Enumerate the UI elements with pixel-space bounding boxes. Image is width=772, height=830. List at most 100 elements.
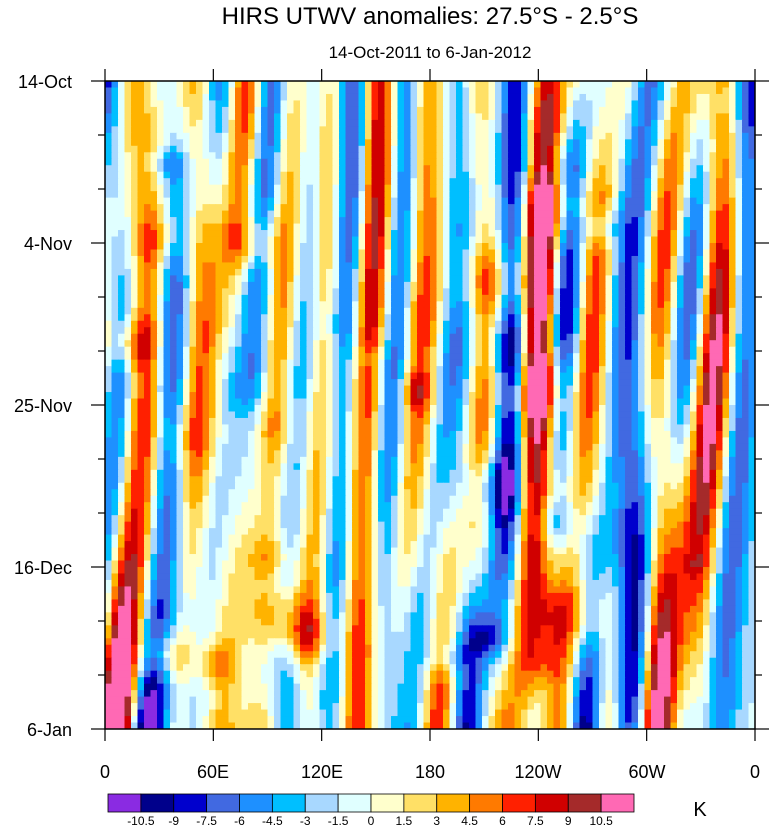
field-cell (670, 126, 678, 134)
field-cell (560, 307, 568, 315)
field-cell (664, 333, 672, 341)
field-cell (397, 191, 405, 199)
field-cell (683, 288, 691, 296)
field-cell (696, 191, 704, 199)
field-cell (287, 217, 295, 225)
field-cell (345, 281, 353, 289)
field-cell (105, 294, 113, 302)
field-cell (150, 171, 158, 179)
field-cell (384, 171, 392, 179)
field-cell (573, 132, 581, 140)
field-cell (144, 87, 152, 95)
field-cell (521, 106, 529, 114)
field-cell (449, 243, 457, 251)
field-cell (371, 139, 379, 147)
field-cell (254, 145, 262, 153)
field-cell (111, 139, 119, 147)
field-cell (137, 320, 145, 328)
field-cell (183, 359, 191, 367)
field-cell (469, 165, 477, 173)
field-cell (280, 249, 288, 257)
field-cell (618, 171, 626, 179)
field-cell (274, 100, 282, 108)
field-cell (254, 152, 262, 160)
field-cell (592, 255, 600, 264)
field-cell (358, 87, 366, 95)
field-cell (300, 307, 308, 315)
field-cell (332, 398, 340, 406)
field-cell (417, 204, 425, 212)
field-cell (573, 333, 581, 341)
field-cell (183, 294, 191, 302)
field-cell (410, 366, 418, 374)
field-cell (235, 217, 243, 225)
field-cell (625, 210, 633, 218)
field-cell (111, 288, 119, 296)
field-cell (118, 178, 126, 186)
field-cell (326, 340, 334, 348)
field-cell (579, 249, 587, 257)
field-cell (677, 197, 685, 205)
field-cell (293, 379, 301, 387)
field-cell (196, 255, 204, 264)
field-cell (267, 113, 275, 121)
field-cell (111, 281, 119, 289)
field-cell (612, 346, 620, 354)
field-cell (573, 398, 581, 406)
field-cell (488, 210, 496, 218)
field-cell (131, 204, 139, 212)
field-cell (657, 165, 665, 173)
field-cell (293, 184, 301, 192)
field-cell (586, 294, 594, 302)
field-cell (196, 372, 204, 380)
field-cell (612, 126, 620, 134)
field-cell (300, 217, 308, 225)
field-cell (280, 372, 288, 380)
field-cell (170, 288, 178, 296)
field-cell (306, 81, 314, 89)
field-cell (124, 191, 132, 199)
field-cell (157, 359, 165, 367)
field-cell (111, 93, 119, 102)
field-cell (709, 145, 717, 153)
field-cell (735, 236, 743, 244)
field-cell (703, 152, 711, 160)
field-cell (501, 230, 509, 238)
field-cell (352, 87, 360, 95)
field-cell (118, 327, 126, 335)
field-cell (209, 126, 217, 134)
field-cell (150, 126, 158, 134)
field-cell (306, 139, 314, 147)
field-cell (443, 184, 451, 192)
field-cell (228, 243, 236, 251)
field-cell (696, 87, 704, 95)
field-cell (410, 379, 418, 387)
field-cell (384, 93, 392, 102)
field-cell (150, 178, 158, 186)
field-cell (488, 236, 496, 244)
field-cell (222, 119, 230, 127)
field-cell (196, 145, 204, 153)
field-cell (501, 243, 509, 251)
field-cell (332, 385, 340, 393)
field-cell (345, 217, 353, 225)
field-cell (443, 113, 451, 121)
field-cell (729, 223, 737, 231)
field-cell (170, 184, 178, 192)
field-cell (553, 119, 561, 127)
field-cell (306, 366, 314, 374)
field-cell (358, 333, 366, 341)
field-cell (189, 243, 197, 251)
field-cell (709, 243, 717, 251)
field-cell (703, 243, 711, 251)
field-cell (326, 320, 334, 328)
field-cell (105, 262, 113, 270)
field-cell (729, 139, 737, 147)
field-cell (202, 243, 210, 251)
field-cell (326, 294, 334, 302)
field-cell (703, 346, 711, 354)
field-cell (332, 379, 340, 387)
field-cell (417, 288, 425, 296)
field-cell (300, 359, 308, 367)
field-cell (235, 392, 243, 400)
